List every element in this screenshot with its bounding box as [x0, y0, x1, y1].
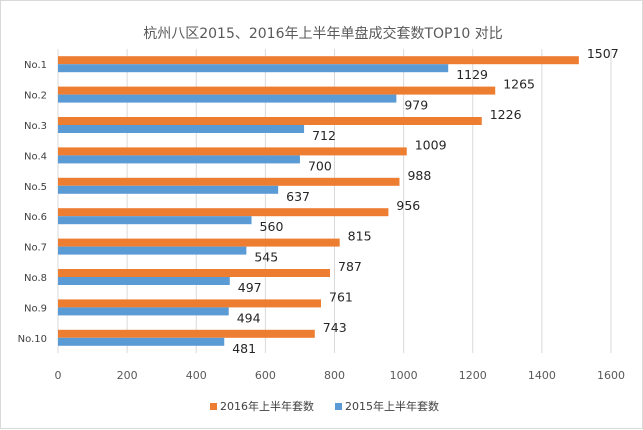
data-label: 481 [232, 341, 256, 356]
data-label: 1129 [456, 67, 488, 82]
data-label: 761 [329, 289, 353, 304]
category-label: No.2 [24, 91, 47, 102]
data-label: 700 [308, 158, 332, 173]
data-label: 637 [286, 189, 310, 204]
x-tick-label: 200 [117, 369, 138, 382]
x-tick-label: 600 [255, 369, 276, 382]
data-label: 979 [404, 98, 428, 113]
data-label: 787 [338, 259, 362, 274]
legend-label: 2015年上半年套数 [345, 399, 439, 413]
category-label: No.9 [24, 303, 47, 314]
data-label: 1226 [490, 107, 522, 122]
bar-2016 [58, 329, 315, 338]
data-labels: 1507 1129 1265 979 1226 712 1009 700 988 637 956 56… [232, 46, 618, 356]
data-label: 560 [260, 219, 284, 234]
data-label: 494 [237, 310, 261, 325]
data-label: 545 [254, 250, 278, 265]
x-axis-ticks: 0 200 400 600 800 1000 1200 1400 1600 [55, 369, 626, 382]
bar-2015 [58, 337, 225, 346]
data-label: 988 [407, 168, 431, 183]
data-label: 1265 [503, 77, 535, 92]
bar-2016 [58, 56, 579, 65]
bar-2015 [58, 216, 252, 225]
bar-2015 [58, 155, 300, 164]
data-label: 712 [312, 128, 336, 143]
chart-title: 杭州八区2015、2016年上半年单盘成交套数TOP10 对比 [143, 25, 503, 42]
legend-swatch [210, 403, 217, 410]
data-label: 956 [396, 198, 420, 213]
category-label: No.1 [24, 60, 47, 71]
data-label: 1009 [415, 137, 447, 152]
bar-2016 [58, 86, 496, 95]
bar-2015 [58, 185, 279, 194]
legend-label: 2016年上半年套数 [220, 399, 314, 413]
bar-2015 [58, 307, 229, 316]
data-label: 497 [238, 280, 262, 295]
category-label: No.6 [24, 212, 47, 223]
legend: 2016年上半年套数 2015年上半年套数 [210, 399, 439, 413]
category-label: No.7 [24, 243, 47, 254]
data-label: 743 [323, 320, 347, 335]
bar-2015 [58, 125, 305, 133]
bar-2016 [58, 299, 322, 308]
category-label: No.10 [18, 334, 47, 345]
category-labels: No.1 No.2 No.3 No.4 No.5 No.6 No.7 No.8 No.9 No.1… [18, 60, 47, 345]
bars [58, 56, 579, 346]
x-tick-label: 0 [55, 369, 62, 382]
x-tick-label: 1000 [390, 369, 418, 382]
bar-2016 [58, 177, 400, 186]
x-tick-label: 1600 [597, 369, 625, 382]
category-label: No.3 [24, 121, 47, 132]
data-label: 815 [348, 229, 372, 244]
bar-2016 [58, 208, 389, 217]
bar-2015 [58, 94, 397, 103]
bar-2016 [58, 147, 407, 156]
x-tick-label: 400 [186, 369, 207, 382]
x-tick-label: 1400 [528, 369, 556, 382]
data-label: 1507 [587, 46, 619, 61]
x-tick-label: 1200 [459, 369, 487, 382]
legend-swatch [335, 403, 342, 410]
bar-2015 [58, 64, 449, 73]
bar-2016 [58, 117, 482, 125]
bar-2016 [58, 269, 331, 277]
category-label: No.4 [24, 151, 47, 162]
bar-2016 [58, 238, 340, 247]
x-tick-label: 800 [324, 369, 345, 382]
category-label: No.8 [24, 273, 47, 284]
bar-2015 [58, 277, 230, 285]
category-label: No.5 [24, 182, 47, 193]
bar-2015 [58, 246, 247, 255]
